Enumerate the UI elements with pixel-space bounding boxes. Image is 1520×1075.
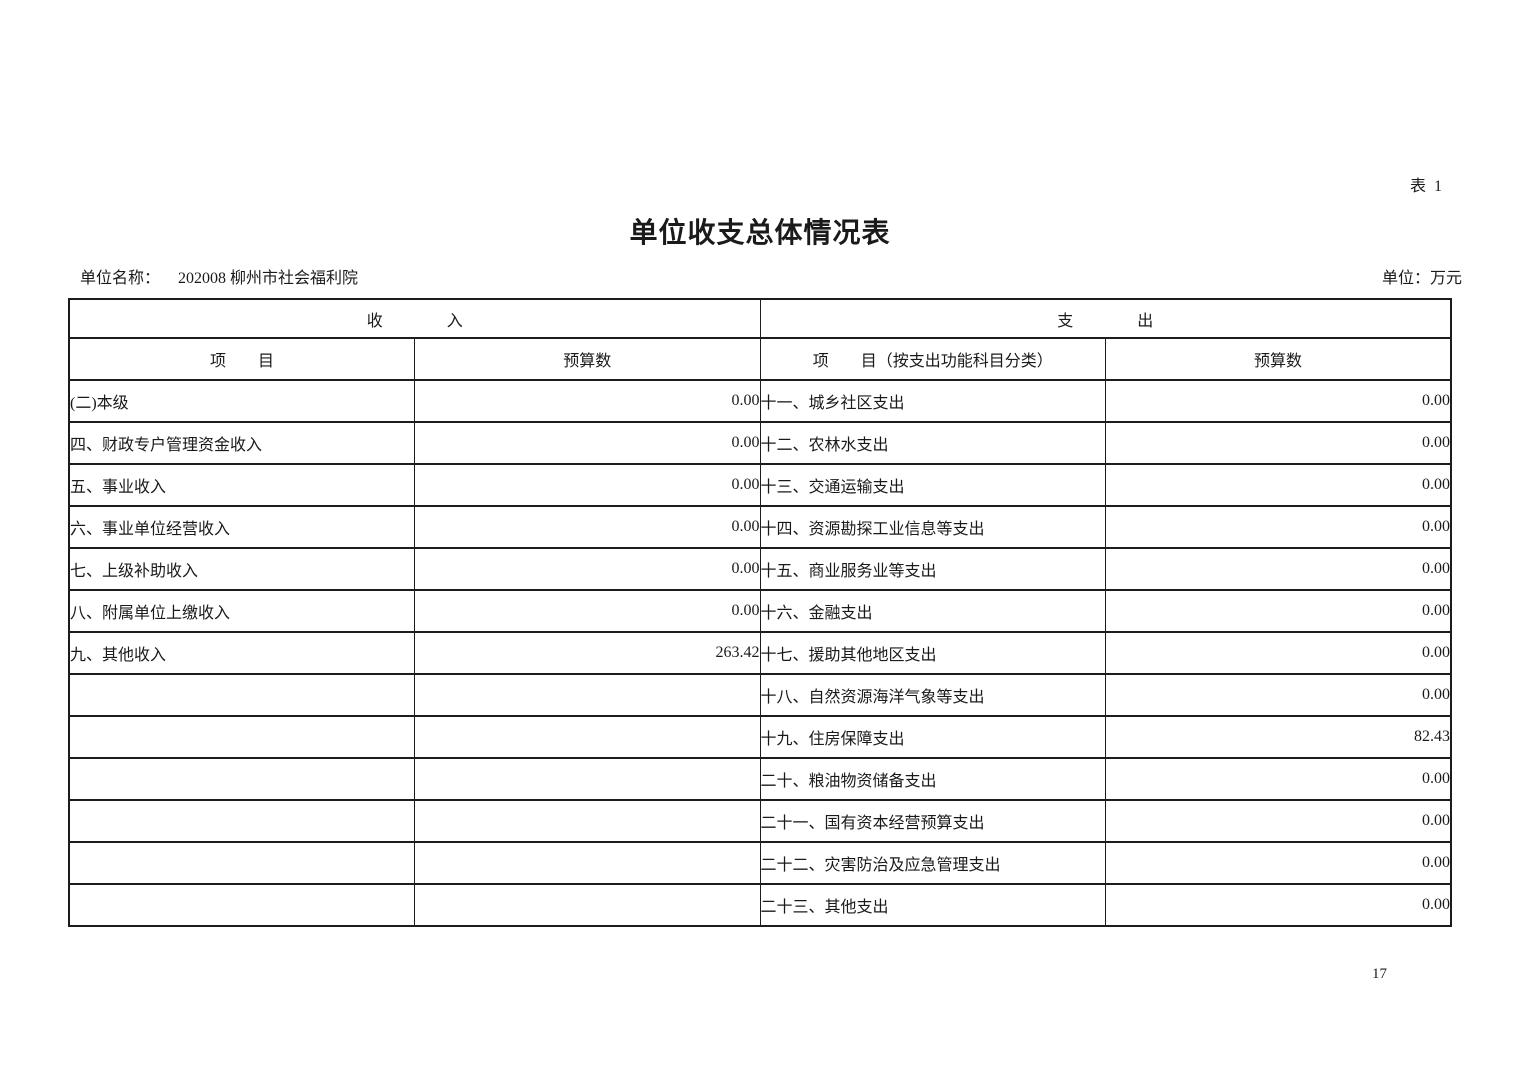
table-row: 十八、自然资源海洋气象等支出 0.00 (68, 673, 1452, 717)
expense-value-cell: 0.00 (1105, 379, 1452, 423)
section-header-row: 收 入 支 出 (68, 298, 1452, 339)
expense-item-cell: 十三、交通运输支出 (759, 463, 1106, 507)
income-value-cell: 263.42 (414, 631, 761, 675)
table-row: 二十一、国有资本经营预算支出 0.00 (68, 799, 1452, 843)
unit-name: 单位名称： 202008 柳州市社会福利院 (80, 264, 358, 288)
income-item-cell: 七、上级补助收入 (68, 547, 415, 591)
expense-item-cell: 二十一、国有资本经营预算支出 (759, 799, 1106, 843)
income-value-cell: 0.00 (414, 505, 761, 549)
income-item-column-header: 项 目 (68, 337, 415, 381)
table-row: 二十三、其他支出 0.00 (68, 883, 1452, 927)
expense-value-cell: 0.00 (1105, 463, 1452, 507)
income-budget-column-header: 预算数 (414, 337, 761, 381)
unit-name-label: 单位名称： (80, 270, 161, 287)
table-row: (二)本级 0.00 十一、城乡社区支出 0.00 (68, 379, 1452, 423)
income-value-cell: 0.00 (414, 547, 761, 591)
info-line: 单位名称： 202008 柳州市社会福利院 单位：万元 (80, 264, 1462, 288)
table-row: 九、其他收入 263.42 十七、援助其他地区支出 0.00 (68, 631, 1452, 675)
expense-value-cell: 0.00 (1105, 799, 1452, 843)
table-row: 八、附属单位上缴收入 0.00 十六、金融支出 0.00 (68, 589, 1452, 633)
table-row: 四、财政专户管理资金收入 0.00 十二、农林水支出 0.00 (68, 421, 1452, 465)
income-item-cell: 五、事业收入 (68, 463, 415, 507)
expense-budget-column-header: 预算数 (1105, 337, 1452, 381)
expense-item-cell: 十五、商业服务业等支出 (759, 547, 1106, 591)
expense-item-cell: 十七、援助其他地区支出 (759, 631, 1106, 675)
expense-item-cell: 二十、粮油物资储备支出 (759, 757, 1106, 801)
table-row: 二十、粮油物资储备支出 0.00 (68, 757, 1452, 801)
table-number-label: 表 1 (1410, 178, 1445, 195)
expense-value-cell: 0.00 (1105, 841, 1452, 885)
income-item-cell (68, 883, 415, 927)
table-row: 五、事业收入 0.00 十三、交通运输支出 0.00 (68, 463, 1452, 507)
income-section-header: 收 入 (68, 298, 761, 339)
expense-value-cell: 0.00 (1105, 673, 1452, 717)
income-item-cell (68, 673, 415, 717)
income-value-cell: 0.00 (414, 379, 761, 423)
income-value-cell (414, 715, 761, 759)
expense-item-cell: 二十二、灾害防治及应急管理支出 (759, 841, 1106, 885)
expense-item-column-header: 项 目（按支出功能科目分类） (759, 337, 1106, 381)
expense-item-cell: 十九、住房保障支出 (759, 715, 1106, 759)
expense-value-cell: 0.00 (1105, 883, 1452, 927)
table-row: 十九、住房保障支出 82.43 (68, 715, 1452, 759)
expense-item-cell: 十六、金融支出 (759, 589, 1106, 633)
income-item-cell: 六、事业单位经营收入 (68, 505, 415, 549)
expense-value-cell: 0.00 (1105, 631, 1452, 675)
unit-of-measure: 单位：万元 (1381, 270, 1462, 287)
expense-value-cell: 82.43 (1105, 715, 1452, 759)
expense-item-cell: 十四、资源勘探工业信息等支出 (759, 505, 1106, 549)
income-item-cell (68, 799, 415, 843)
income-item-cell: 八、附属单位上缴收入 (68, 589, 415, 633)
income-value-cell (414, 883, 761, 927)
page-title: 单位收支总体情况表 (629, 218, 891, 249)
income-item-cell: 四、财政专户管理资金收入 (68, 421, 415, 465)
income-value-cell (414, 757, 761, 801)
income-value-cell (414, 841, 761, 885)
page-number: 17 (1372, 966, 1387, 982)
income-value-cell (414, 673, 761, 717)
income-value-cell (414, 799, 761, 843)
table-row: 七、上级补助收入 0.00 十五、商业服务业等支出 0.00 (68, 547, 1452, 591)
expense-value-cell: 0.00 (1105, 757, 1452, 801)
expense-value-cell: 0.00 (1105, 589, 1452, 633)
expense-item-cell: 二十三、其他支出 (759, 883, 1106, 927)
expense-item-cell: 十二、农林水支出 (759, 421, 1106, 465)
income-value-cell: 0.00 (414, 421, 761, 465)
income-value-cell: 0.00 (414, 463, 761, 507)
expense-section-header: 支 出 (759, 298, 1452, 339)
budget-table: 收 入 支 出 项 目 预算数 项 目（按支出功能科目分类） 预算数 (二)本级… (68, 298, 1452, 927)
income-item-cell (68, 841, 415, 885)
unit-name-value: 202008 柳州市社会福利院 (178, 270, 359, 287)
table-row: 二十二、灾害防治及应急管理支出 0.00 (68, 841, 1452, 885)
expense-value-cell: 0.00 (1105, 505, 1452, 549)
table-row: 六、事业单位经营收入 0.00 十四、资源勘探工业信息等支出 0.00 (68, 505, 1452, 549)
expense-value-cell: 0.00 (1105, 547, 1452, 591)
income-item-cell: (二)本级 (68, 379, 415, 423)
income-value-cell: 0.00 (414, 589, 761, 633)
income-item-cell: 九、其他收入 (68, 631, 415, 675)
expense-item-cell: 十一、城乡社区支出 (759, 379, 1106, 423)
income-item-cell (68, 715, 415, 759)
income-item-cell (68, 757, 415, 801)
expense-value-cell: 0.00 (1105, 421, 1452, 465)
expense-item-cell: 十八、自然资源海洋气象等支出 (759, 673, 1106, 717)
column-header-row: 项 目 预算数 项 目（按支出功能科目分类） 预算数 (68, 337, 1452, 381)
